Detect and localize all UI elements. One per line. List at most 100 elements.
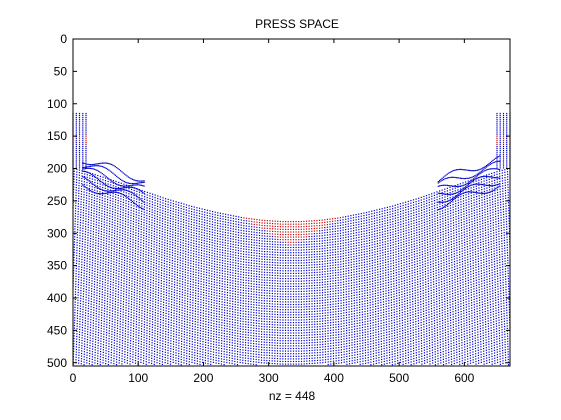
blue-point — [242, 315, 244, 317]
blue-point — [92, 322, 94, 324]
blue-point — [82, 293, 85, 295]
blue-point — [170, 353, 172, 355]
blue-point — [121, 251, 123, 253]
blue-point — [141, 307, 143, 309]
blue-point — [165, 292, 168, 294]
blue-point — [237, 291, 239, 293]
blue-point — [248, 259, 250, 261]
blue-point — [102, 349, 104, 351]
blue-point — [166, 261, 168, 263]
blue-point — [112, 193, 114, 195]
blue-point — [123, 288, 125, 290]
blue-point — [155, 293, 157, 295]
blue-point — [277, 238, 279, 241]
blue-point — [146, 225, 148, 227]
blue-point — [156, 211, 159, 213]
blue-point — [74, 306, 76, 308]
blue-point — [98, 235, 100, 237]
blue-point — [221, 322, 223, 324]
blue-point — [229, 326, 231, 328]
blue-point — [165, 294, 167, 296]
blue-point — [129, 248, 131, 250]
blue-point — [82, 235, 84, 237]
blue-point — [210, 358, 212, 360]
blue-point — [203, 224, 206, 226]
blue-point — [142, 268, 144, 270]
blue-point — [211, 223, 213, 226]
blue-point — [123, 298, 125, 300]
blue-point — [240, 227, 242, 229]
blue-point — [84, 231, 87, 233]
blue-point — [277, 319, 279, 321]
blue-point — [124, 244, 126, 246]
blue-point — [73, 337, 75, 340]
blue-point — [99, 290, 101, 292]
blue-point — [157, 307, 159, 309]
blue-point — [108, 327, 110, 329]
blue-point — [245, 297, 247, 300]
blue-point — [129, 347, 131, 350]
blue-point — [90, 301, 92, 303]
red-point — [256, 221, 258, 223]
blue-point — [124, 343, 126, 345]
blue-point — [208, 290, 210, 292]
blue-point — [107, 196, 109, 198]
blue-point — [245, 269, 247, 271]
blue-point — [129, 269, 131, 271]
blue-point — [258, 294, 260, 296]
blue-point — [242, 341, 244, 343]
blue-point — [219, 238, 221, 240]
blue-point — [151, 222, 153, 224]
blue-point — [85, 301, 87, 304]
blue-point — [231, 357, 233, 359]
blue-point — [94, 281, 96, 283]
blue-point — [274, 272, 276, 274]
blue-point — [162, 205, 164, 207]
blue-point — [107, 201, 109, 203]
blue-point — [214, 258, 216, 260]
blue-point — [204, 359, 206, 362]
blue-point — [145, 355, 147, 358]
blue-point — [103, 231, 105, 233]
blue-point — [261, 349, 263, 351]
blue-point — [161, 246, 163, 248]
blue-point — [75, 197, 77, 199]
blue-point — [130, 329, 132, 331]
blue-point — [219, 285, 221, 287]
blue-point — [74, 223, 76, 225]
blue-point — [132, 346, 134, 348]
blue-point — [158, 287, 160, 289]
blue-point — [168, 311, 170, 313]
blue-point — [131, 186, 133, 188]
blue-point — [138, 322, 140, 324]
blue-point — [135, 211, 137, 213]
blue-point — [114, 334, 116, 336]
blue-point — [200, 304, 202, 306]
blue-point — [115, 269, 117, 272]
blue-point — [250, 257, 253, 259]
blue-point — [89, 258, 91, 260]
blue-point — [153, 361, 155, 363]
blue-point — [98, 225, 100, 227]
blue-point — [219, 269, 221, 271]
blue-point — [221, 270, 223, 272]
blue-point — [240, 253, 242, 255]
blue-point — [252, 353, 255, 355]
blue-point — [147, 262, 149, 264]
blue-point — [248, 285, 250, 287]
blue-point — [84, 173, 86, 175]
blue-point — [157, 294, 159, 296]
blue-point — [177, 363, 180, 365]
blue-point — [157, 331, 159, 333]
blue-point — [186, 347, 188, 349]
blue-point — [130, 311, 132, 313]
blue-point — [119, 323, 121, 325]
blue-point — [244, 360, 247, 362]
blue-point — [94, 341, 97, 343]
blue-point — [139, 259, 142, 262]
blue-point — [132, 252, 134, 254]
blue-point — [274, 324, 276, 326]
blue-point — [121, 248, 123, 250]
blue-point — [234, 283, 237, 285]
blue-point — [81, 327, 83, 329]
